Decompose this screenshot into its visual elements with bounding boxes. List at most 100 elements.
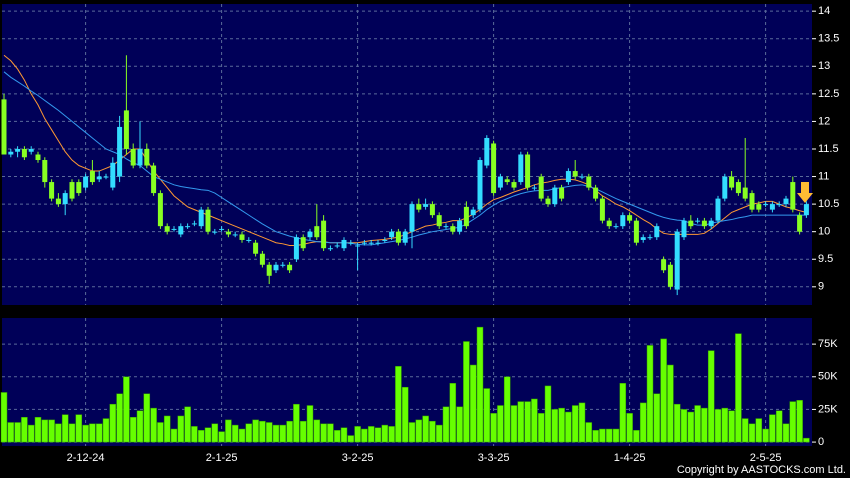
- candle-body: [307, 231, 313, 238]
- volume-bar: [361, 428, 368, 443]
- volume-bar: [687, 411, 695, 443]
- volume-bar: [286, 420, 293, 443]
- volume-bar: [415, 419, 423, 443]
- volume-bar: [701, 407, 708, 443]
- y-tick-label: 75K: [818, 338, 838, 350]
- volume-bar: [143, 393, 151, 443]
- candle-body: [151, 165, 157, 194]
- candle-body: [355, 245, 361, 247]
- volume-bar: [789, 401, 797, 443]
- candle-body: [423, 204, 429, 207]
- candle-body: [178, 226, 184, 235]
- volume-bar: [592, 430, 599, 443]
- volume-bar: [456, 406, 463, 443]
- volume-bar: [463, 341, 470, 443]
- volume-bar: [109, 403, 117, 443]
- candle-body: [89, 171, 95, 183]
- y-tick-label: 10.5: [818, 198, 839, 210]
- candle-body: [110, 162, 116, 188]
- candle-body: [266, 264, 272, 276]
- candle-body: [531, 187, 537, 189]
- volume-bar: [27, 424, 35, 443]
- candle-body: [715, 198, 721, 221]
- candle-body: [769, 204, 775, 210]
- volume-bar: [204, 427, 212, 443]
- volume-bar: [639, 402, 647, 443]
- y-tick-label: 12.5: [818, 88, 839, 100]
- volume-bar: [435, 424, 443, 443]
- candle-body: [103, 176, 109, 178]
- candle-body: [674, 231, 680, 290]
- volume-bar: [306, 405, 314, 443]
- candle-body: [593, 187, 599, 199]
- volume-bar: [660, 338, 667, 443]
- volume-bar: [41, 419, 49, 443]
- volume-bar: [653, 393, 661, 443]
- volume-bar: [612, 428, 620, 443]
- x-tick-label: 3-3-25: [478, 452, 510, 464]
- volume-bar: [68, 423, 76, 443]
- volume-bar: [21, 417, 28, 443]
- x-tick-label: 3-2-25: [342, 452, 374, 464]
- volume-bar: [517, 401, 525, 443]
- candle-body: [613, 226, 619, 228]
- volume-bar: [429, 420, 436, 443]
- candle-body: [49, 182, 55, 199]
- candle-body: [708, 220, 714, 227]
- volume-bar: [735, 333, 742, 443]
- candle-body: [1, 99, 7, 155]
- candle-body: [552, 187, 558, 205]
- volume-bar: [565, 411, 572, 443]
- volume-bar: [245, 423, 253, 443]
- candle-body: [729, 176, 735, 188]
- candle-body: [273, 264, 279, 271]
- volume-bar: [449, 383, 457, 443]
- candle-body: [55, 198, 61, 205]
- candle-body: [749, 193, 755, 210]
- copyright: Copyright by AASTOCKS.com Ltd.: [677, 464, 846, 476]
- volume-bar: [503, 376, 511, 443]
- candle-body: [96, 176, 102, 180]
- candle-body: [511, 182, 517, 188]
- candle-body: [436, 215, 442, 227]
- volume-bar: [381, 424, 389, 443]
- volume-bar: [293, 403, 300, 443]
- volume-bar: [320, 423, 327, 443]
- candle-body: [559, 187, 565, 199]
- volume-bar: [191, 426, 198, 443]
- volume-bar: [333, 430, 341, 443]
- candle-body: [225, 231, 231, 235]
- volume-bar: [782, 423, 790, 443]
- price-panel: [2, 4, 812, 305]
- volume-bar: [14, 422, 21, 443]
- volume-bar: [599, 428, 606, 443]
- volume-bar: [714, 409, 722, 443]
- volume-bar: [340, 427, 348, 443]
- volume-bar: [578, 402, 586, 443]
- candle-body: [28, 148, 34, 152]
- volume-bar: [408, 422, 416, 443]
- volume-bar: [395, 366, 402, 443]
- candle-body: [212, 231, 218, 233]
- candle-body: [742, 187, 748, 199]
- candle-body: [368, 242, 374, 244]
- volume-bar: [48, 419, 55, 443]
- candle-body: [477, 160, 483, 210]
- volume-bar: [571, 405, 579, 443]
- volume-bar: [272, 424, 280, 443]
- volume-bar: [585, 422, 593, 443]
- candle-body: [259, 253, 265, 265]
- volume-bar: [728, 410, 735, 443]
- volume-bar: [633, 430, 640, 443]
- volume-bar: [347, 435, 355, 443]
- volume-bar: [707, 350, 715, 443]
- y-tick-label: 11.5: [818, 143, 839, 155]
- candle-body: [375, 242, 381, 244]
- volume-bar: [116, 393, 123, 443]
- volume-bar: [544, 385, 552, 443]
- candle-body: [525, 154, 531, 188]
- candle-body: [735, 182, 741, 194]
- candle-body: [205, 209, 211, 232]
- candle-body: [69, 182, 75, 199]
- candle-body: [293, 237, 299, 260]
